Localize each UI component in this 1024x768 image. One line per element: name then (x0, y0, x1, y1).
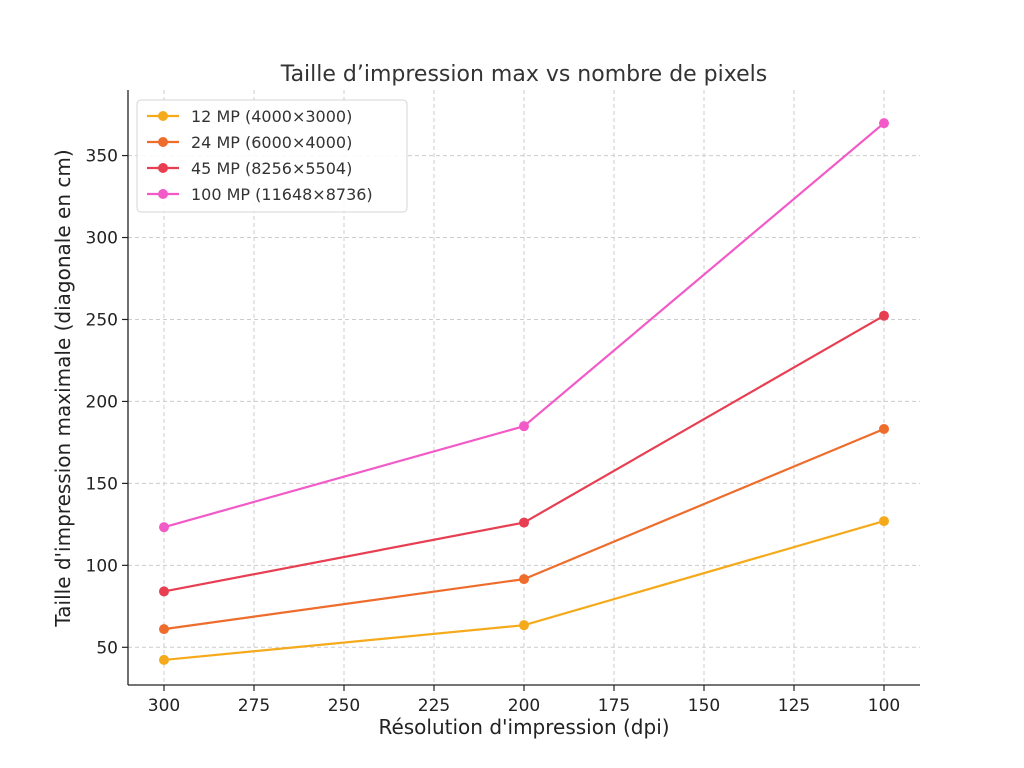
x-tick-label: 125 (778, 696, 810, 716)
x-tick-label: 150 (688, 696, 720, 716)
series-line-1 (163, 427, 885, 631)
y-tick-label: 200 (86, 392, 118, 412)
x-tick-label: 200 (508, 696, 540, 716)
legend-swatch-marker (158, 163, 168, 173)
ticks: 300 275 250 225 200 175 150 125 100 50 100 150 200 25… (86, 147, 901, 716)
data-point (879, 118, 889, 129)
data-point (519, 421, 529, 432)
x-tick-label: 100 (868, 696, 900, 716)
x-tick-label: 175 (598, 696, 630, 716)
data-point (879, 310, 889, 321)
data-point (159, 624, 169, 635)
data-point (159, 586, 169, 597)
x-tick-label: 250 (328, 696, 360, 716)
data-point (159, 654, 169, 665)
data-point (519, 574, 529, 585)
data-point (159, 522, 169, 533)
y-tick-label: 150 (86, 474, 118, 494)
y-tick-label: 50 (96, 638, 118, 658)
legend-swatch-marker (158, 189, 168, 199)
data-point (519, 517, 529, 528)
legend-swatch-marker (158, 137, 168, 147)
y-tick-label: 250 (86, 310, 118, 330)
legend-entry-label: 45 MP (8256×5504) (191, 159, 352, 178)
data-point (519, 620, 529, 631)
data-point (879, 423, 889, 434)
legend-box (136, 99, 408, 213)
series (159, 118, 889, 665)
chart-title: Taille d’impression max vs nombre de pix… (280, 62, 767, 87)
legend-entry-label: 24 MP (6000×4000) (191, 133, 352, 152)
x-tick-label: 275 (238, 696, 270, 716)
legend: 12 MP (4000×3000) 24 MP (6000×4000) 45 MP … (136, 99, 408, 213)
legend-swatch-marker (158, 111, 168, 121)
grid (128, 90, 920, 685)
y-tick-label: 300 (86, 229, 118, 249)
legend-entry-label: 100 MP (11648×8736) (191, 185, 373, 204)
x-tick-label: 300 (148, 696, 180, 716)
legend-entry-label: 12 MP (4000×3000) (191, 107, 352, 126)
y-tick-label: 100 (86, 556, 118, 576)
x-axis-label: Résolution d'impression (dpi) (378, 715, 669, 739)
x-tick-label: 225 (418, 696, 450, 716)
y-axis-label: Taille d'impression maximale (diagonale … (51, 149, 75, 627)
y-tick-label: 350 (86, 147, 118, 167)
data-point (879, 516, 889, 527)
